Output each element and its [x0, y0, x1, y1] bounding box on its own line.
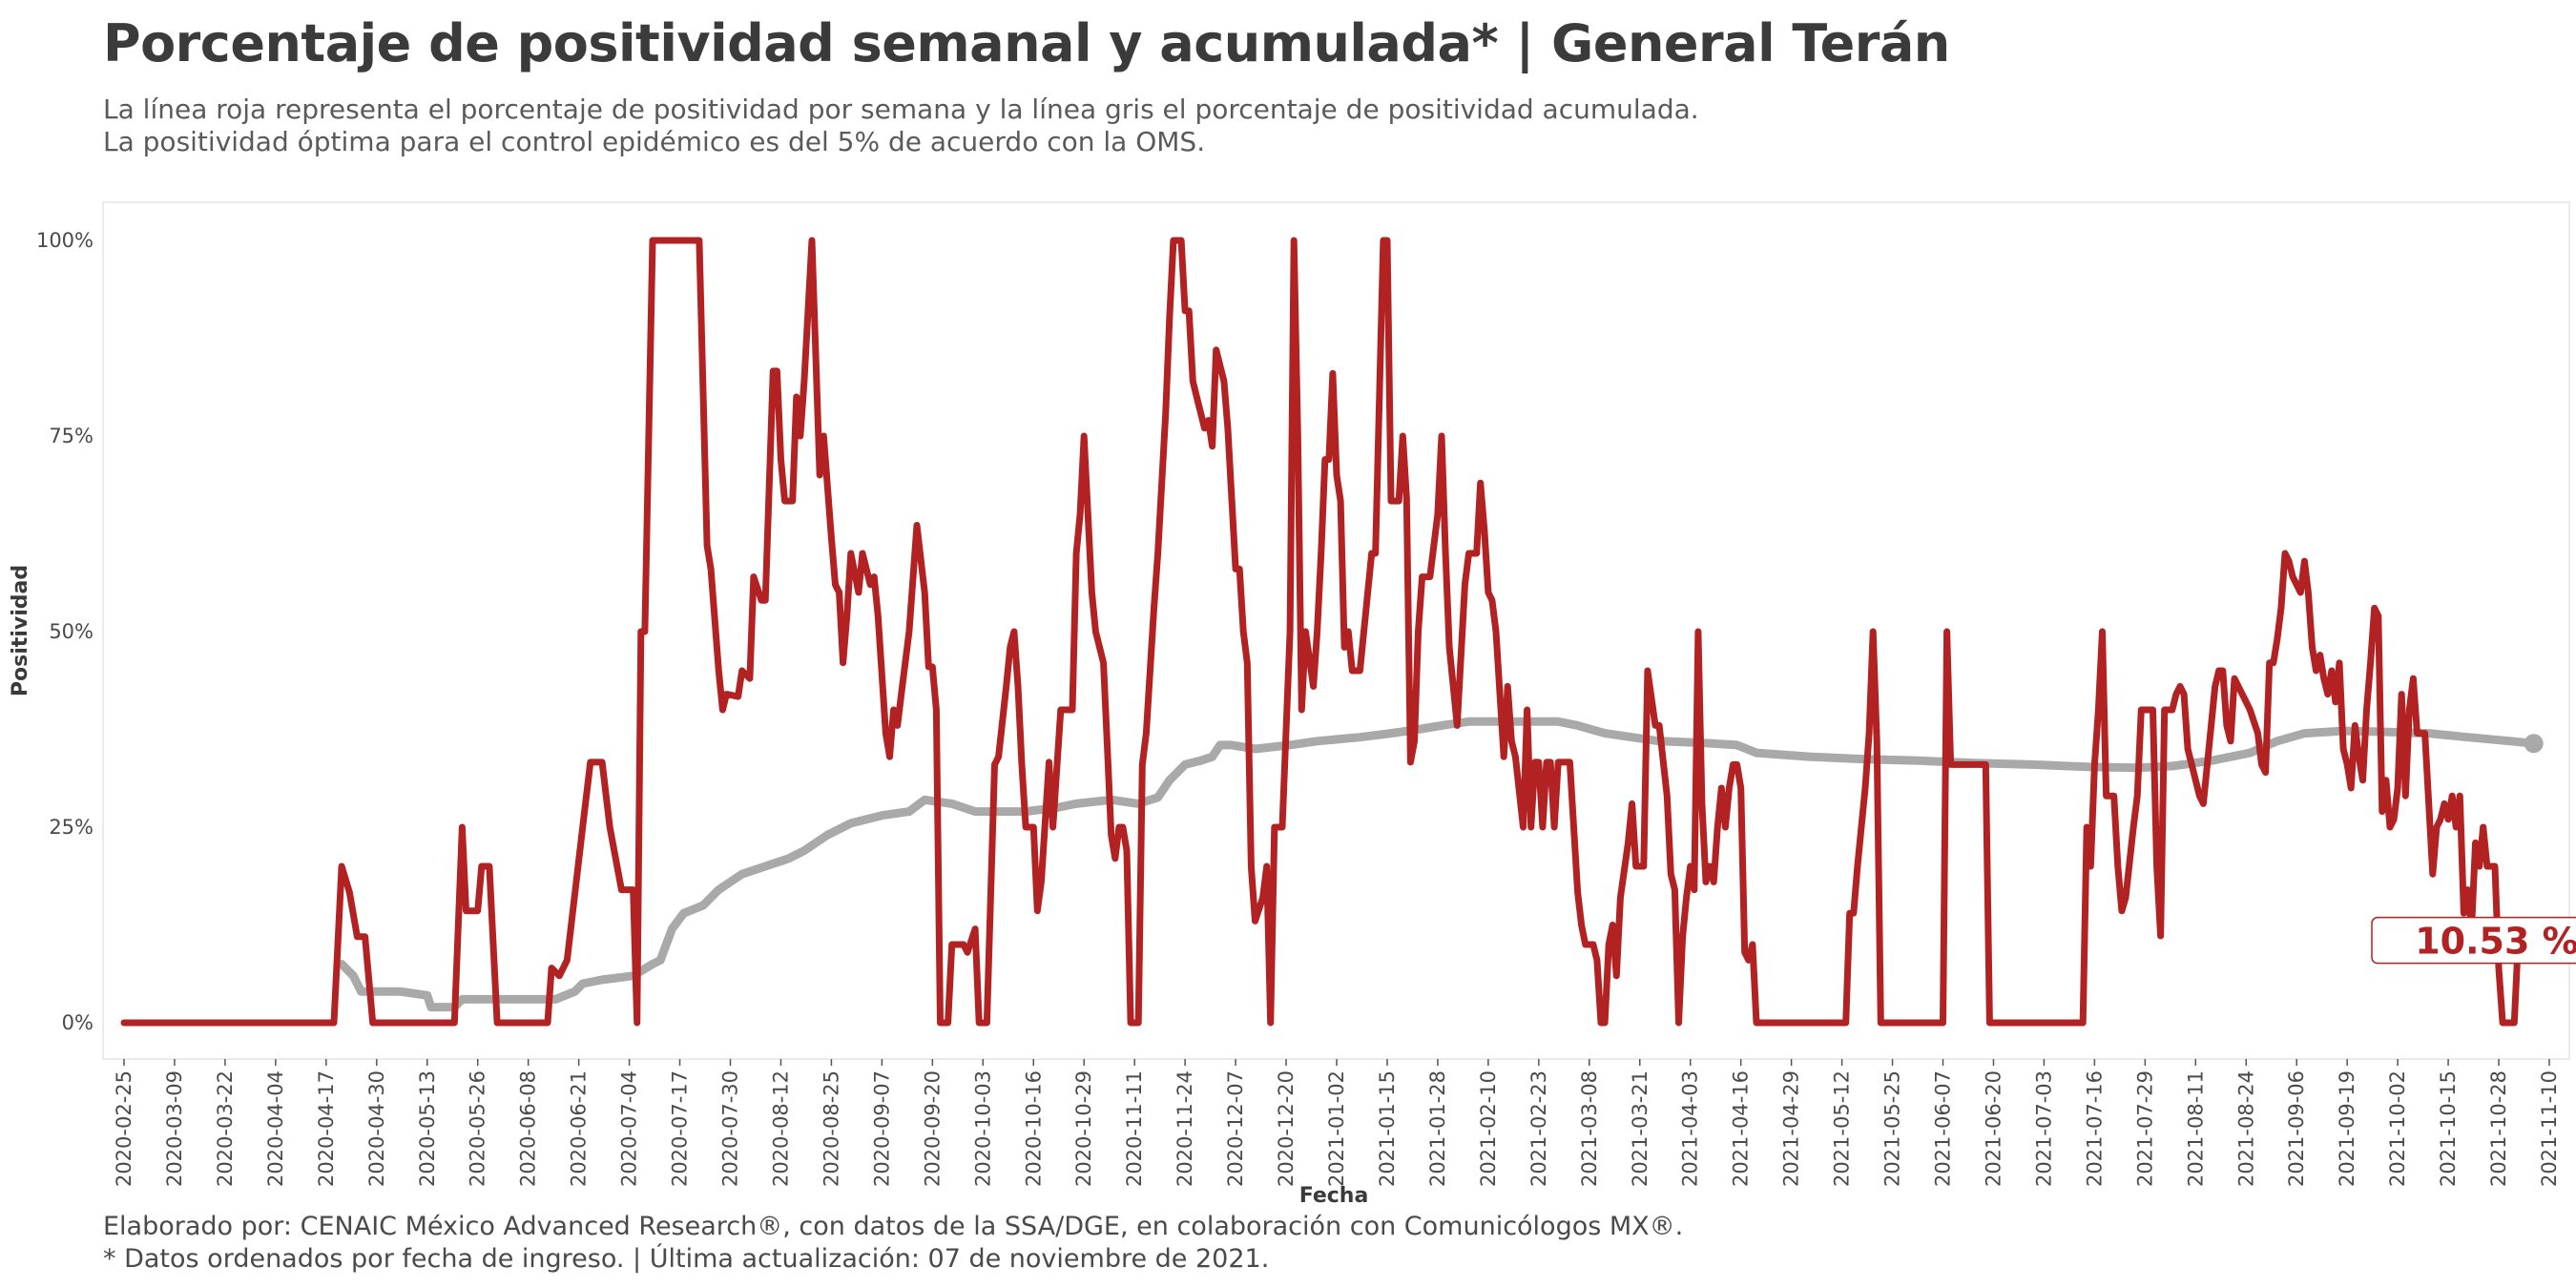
x-tick-label: 2021-01-02 [1325, 1070, 1348, 1187]
x-axis-label: Fecha [1299, 1184, 1369, 1208]
x-axis: 2020-02-25 2020-03-09 2020-03-22 2020-04-04… [113, 1059, 2561, 1187]
x-tick-label: 2021-06-20 [1982, 1070, 2005, 1187]
x-tick-label: 2020-10-03 [971, 1070, 994, 1187]
x-tick-label: 2020-02-25 [113, 1070, 135, 1187]
x-tick-label: 2021-09-06 [2285, 1070, 2308, 1187]
y-tick-label: 50% [49, 620, 93, 643]
x-tick-label: 2021-04-29 [1780, 1070, 1803, 1187]
x-tick-label: 2020-11-24 [1174, 1070, 1196, 1187]
caption-line2: * Datos ordenados por fecha de ingreso. … [103, 1244, 1270, 1274]
weekly-positivity-line [120, 237, 2538, 1027]
x-tick-label: 2020-06-08 [517, 1070, 540, 1187]
chart-subtitle-line1: La línea roja representa el porcentaje d… [103, 93, 1699, 125]
y-axis-label: Positividad [9, 565, 32, 696]
x-tick-label: 2020-05-13 [416, 1070, 439, 1187]
x-tick-label: 2021-04-03 [1679, 1070, 1702, 1187]
x-tick-label: 2020-04-04 [264, 1070, 287, 1187]
y-tick-label: 100% [36, 229, 93, 252]
x-tick-label: 2020-06-21 [568, 1070, 591, 1187]
x-tick-label: 2020-07-04 [618, 1070, 641, 1187]
x-tick-label: 2021-10-15 [2437, 1070, 2460, 1187]
cumulative-positivity-line [337, 717, 2539, 1012]
chart-title: Porcentaje de positividad semanal y acum… [103, 13, 1950, 73]
x-tick-label: 2021-07-03 [2032, 1070, 2055, 1187]
x-tick-label: 2020-12-07 [1224, 1070, 1247, 1187]
x-tick-label: 2021-05-12 [1831, 1070, 1854, 1187]
x-tick-label: 2020-05-26 [467, 1070, 489, 1187]
x-tick-label: 2021-02-23 [1527, 1070, 1550, 1187]
x-tick-label: 2020-04-30 [365, 1070, 388, 1187]
x-tick-label: 2020-07-30 [719, 1070, 742, 1187]
x-tick-label: 2021-04-16 [1730, 1070, 1753, 1187]
x-tick-label: 2021-10-02 [2386, 1070, 2409, 1187]
last-value-label-box [2371, 916, 2576, 965]
x-tick-label: 2020-04-17 [315, 1070, 338, 1187]
x-tick-label: 2021-09-19 [2336, 1070, 2358, 1187]
x-tick-label: 2021-08-24 [2234, 1070, 2257, 1187]
x-tick-label: 2021-02-10 [1477, 1070, 1500, 1187]
y-tick-label: 25% [49, 816, 93, 839]
chart-subtitle-line2: La positividad óptima para el control ep… [103, 126, 1206, 157]
x-tick-label: 2021-11-10 [2538, 1070, 2561, 1187]
last-value-label: 10.53 % [2415, 921, 2576, 963]
x-tick-label: 2021-06-07 [1932, 1070, 1955, 1187]
x-tick-label: 2021-01-28 [1426, 1070, 1449, 1187]
x-tick-label: 2021-07-16 [2083, 1070, 2106, 1187]
x-tick-label: 2020-10-29 [1072, 1070, 1095, 1187]
plot-panel [102, 201, 2570, 1060]
x-tick-label: 2020-03-22 [214, 1070, 237, 1187]
x-tick-label: 2021-08-11 [2184, 1070, 2207, 1187]
x-tick-label: 2021-10-28 [2487, 1070, 2510, 1187]
x-tick-label: 2020-07-17 [669, 1070, 692, 1187]
x-tick-label: 2020-10-16 [1022, 1070, 1045, 1187]
x-tick-label: 2020-09-20 [921, 1070, 944, 1187]
y-tick-label: 0% [62, 1011, 93, 1034]
last-value-annotation: 10.53 % [2371, 916, 2576, 965]
x-tick-label: 2021-03-08 [1578, 1070, 1601, 1187]
x-tick-label: 2020-11-11 [1123, 1070, 1146, 1187]
x-tick-label: 2020-08-12 [769, 1070, 792, 1187]
x-tick-label: 2020-08-25 [820, 1070, 842, 1187]
positivity-chart: 0%25%50%75%100% 2020-02-25 2020-03-09 2020… [9, 201, 2576, 1208]
x-tick-label: 2020-09-07 [870, 1070, 893, 1187]
x-tick-label: 2020-03-09 [163, 1070, 186, 1187]
x-tick-label: 2020-12-20 [1275, 1070, 1298, 1187]
caption-line1: Elaborado por: CENAIC México Advanced Re… [103, 1212, 1684, 1241]
x-tick-label: 2021-01-15 [1376, 1070, 1399, 1187]
y-tick-label: 75% [49, 425, 93, 447]
x-tick-label: 2021-05-25 [1881, 1070, 1904, 1187]
y-axis: 0% 25% 50% 75% 100% [36, 229, 93, 1034]
cumulative-last-point [2524, 734, 2544, 754]
series-layer [120, 237, 2544, 1027]
x-tick-label: 2021-07-29 [2133, 1070, 2156, 1187]
x-tick-label: 2021-03-21 [1629, 1070, 1652, 1187]
